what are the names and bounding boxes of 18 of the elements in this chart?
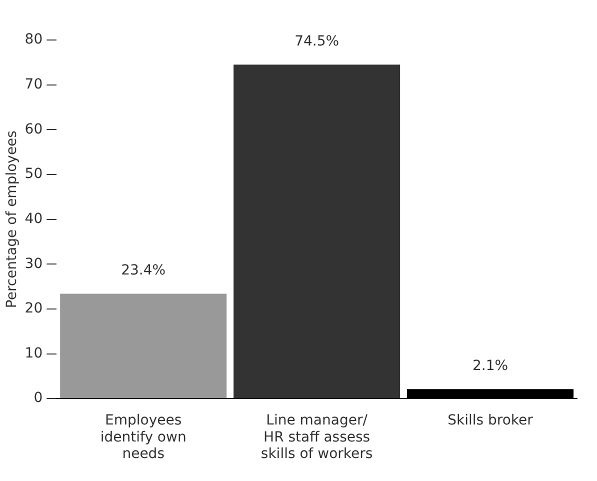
data-label: 2.1% bbox=[472, 358, 508, 374]
bar bbox=[60, 294, 227, 398]
x-tick-label: Line manager/ HR staff assess skills of workers bbox=[260, 412, 373, 462]
data-label: 74.5% bbox=[294, 33, 340, 50]
y-tick-label: 40 bbox=[24, 210, 43, 227]
y-tick-label: 50 bbox=[24, 166, 43, 182]
data-label: 23.4% bbox=[121, 262, 166, 278]
y-tick-label: 10 bbox=[24, 345, 43, 362]
y-tick-label: 70 bbox=[24, 76, 43, 92]
y-tick-label: 0 bbox=[34, 390, 43, 406]
y-tick-label: 30 bbox=[24, 256, 43, 272]
x-tick-label: Employees identify own needs bbox=[100, 412, 186, 462]
y-tick-label: 80 bbox=[24, 32, 43, 48]
bar bbox=[234, 64, 400, 398]
y-tick-label: 60 bbox=[24, 121, 43, 138]
x-tick-label: Skills broker bbox=[448, 412, 534, 429]
y-tick-label: 20 bbox=[24, 300, 43, 317]
y-axis-title: Percentage of employees bbox=[4, 130, 20, 308]
